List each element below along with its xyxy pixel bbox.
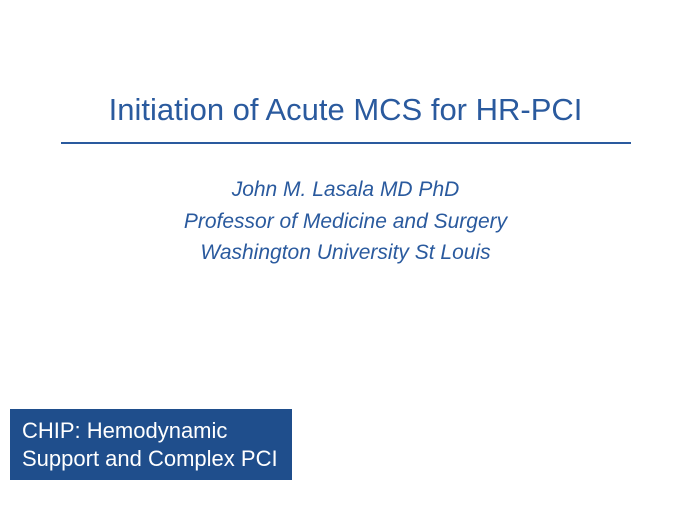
slide-title: Initiation of Acute MCS for HR-PCI: [0, 0, 691, 142]
author-affiliation: Washington University St Louis: [0, 237, 691, 269]
slide-container: Initiation of Acute MCS for HR-PCI John …: [0, 0, 691, 532]
author-name: John M. Lasala MD PhD: [0, 174, 691, 206]
footer-line-1: CHIP: Hemodynamic: [22, 417, 278, 445]
footer-badge: CHIP: Hemodynamic Support and Complex PC…: [10, 409, 292, 480]
subtitle-block: John M. Lasala MD PhD Professor of Medic…: [0, 144, 691, 269]
footer-line-2: Support and Complex PCI: [22, 445, 278, 473]
author-title: Professor of Medicine and Surgery: [0, 206, 691, 238]
